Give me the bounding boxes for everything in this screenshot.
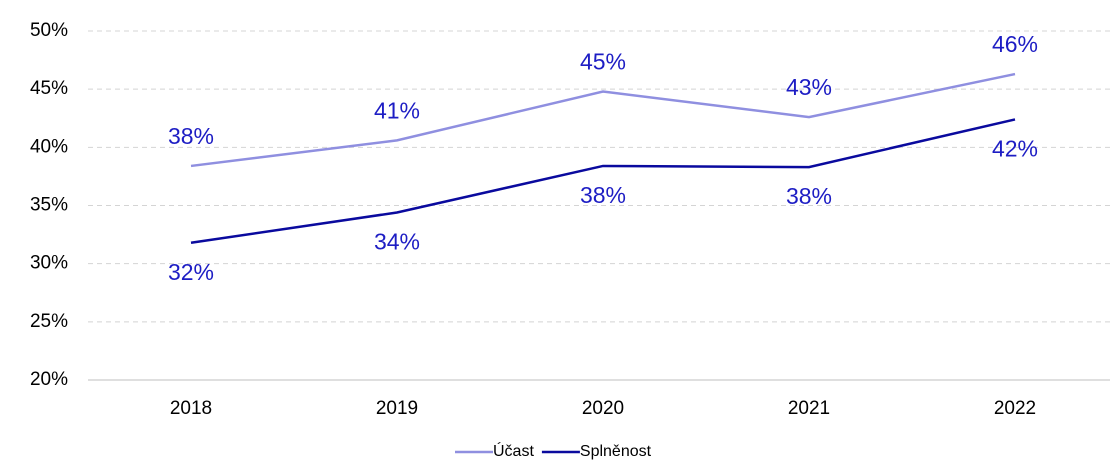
series-line — [190, 72, 1016, 168]
x-tick-label: 2021 — [788, 398, 830, 419]
legend-label: Splněnost — [580, 443, 652, 460]
x-tick-label: 2020 — [582, 398, 624, 419]
y-tick-label: 45% — [30, 78, 68, 99]
data-label: 38% — [580, 182, 626, 208]
x-tick-label: 2019 — [376, 398, 418, 419]
y-tick-label: 50% — [30, 20, 68, 41]
x-tick-label: 2018 — [170, 398, 212, 419]
data-label: 32% — [168, 259, 214, 285]
data-label: 38% — [786, 183, 832, 209]
y-tick-label: 25% — [30, 311, 68, 332]
y-tick-label: 30% — [30, 253, 68, 274]
data-label: 34% — [374, 229, 420, 255]
y-tick-label: 20% — [30, 369, 68, 390]
x-tick-label: 2022 — [994, 398, 1036, 419]
legend-label: Účast — [493, 441, 534, 460]
data-label: 42% — [992, 135, 1038, 161]
data-label: 38% — [168, 123, 214, 149]
y-tick-label: 35% — [30, 195, 68, 216]
data-label: 46% — [992, 31, 1038, 57]
y-tick-label: 40% — [30, 136, 68, 157]
data-label: 41% — [374, 97, 420, 123]
series-line — [190, 118, 1016, 244]
data-label: 43% — [786, 74, 832, 100]
data-label: 45% — [580, 49, 626, 75]
